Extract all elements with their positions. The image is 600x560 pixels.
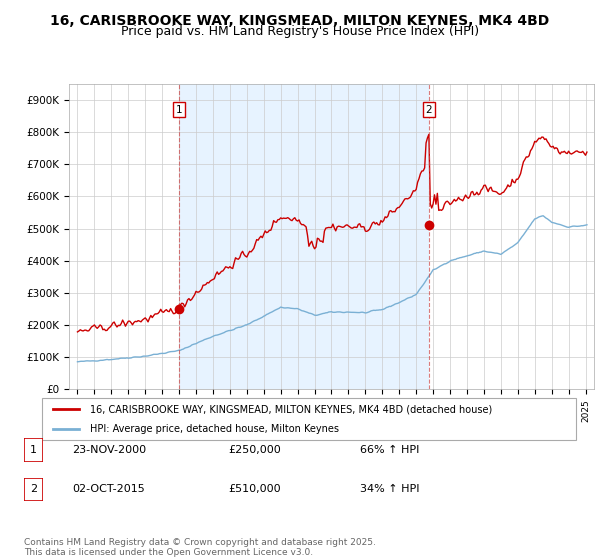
Bar: [179, 84, 429, 389]
Text: 2: 2: [30, 484, 37, 494]
Text: 16, CARISBROOKE WAY, KINGSMEAD, MILTON KEYNES, MK4 4BD: 16, CARISBROOKE WAY, KINGSMEAD, MILTON K…: [50, 14, 550, 28]
FancyBboxPatch shape: [42, 398, 576, 440]
Text: 16, CARISBROOKE WAY, KINGSMEAD, MILTON KEYNES, MK4 4BD (detached house): 16, CARISBROOKE WAY, KINGSMEAD, MILTON K…: [90, 404, 493, 414]
FancyBboxPatch shape: [24, 478, 43, 501]
Text: 23-NOV-2000: 23-NOV-2000: [72, 445, 146, 455]
Text: 34% ↑ HPI: 34% ↑ HPI: [360, 484, 419, 494]
Text: HPI: Average price, detached house, Milton Keynes: HPI: Average price, detached house, Milt…: [90, 424, 339, 434]
Text: 1: 1: [30, 445, 37, 455]
Text: £250,000: £250,000: [228, 445, 281, 455]
Text: Price paid vs. HM Land Registry's House Price Index (HPI): Price paid vs. HM Land Registry's House …: [121, 25, 479, 38]
Text: 02-OCT-2015: 02-OCT-2015: [72, 484, 145, 494]
Text: £510,000: £510,000: [228, 484, 281, 494]
Text: 2: 2: [425, 105, 432, 115]
Text: Contains HM Land Registry data © Crown copyright and database right 2025.
This d: Contains HM Land Registry data © Crown c…: [24, 538, 376, 557]
Text: 66% ↑ HPI: 66% ↑ HPI: [360, 445, 419, 455]
FancyBboxPatch shape: [24, 438, 43, 462]
Text: 1: 1: [176, 105, 182, 115]
